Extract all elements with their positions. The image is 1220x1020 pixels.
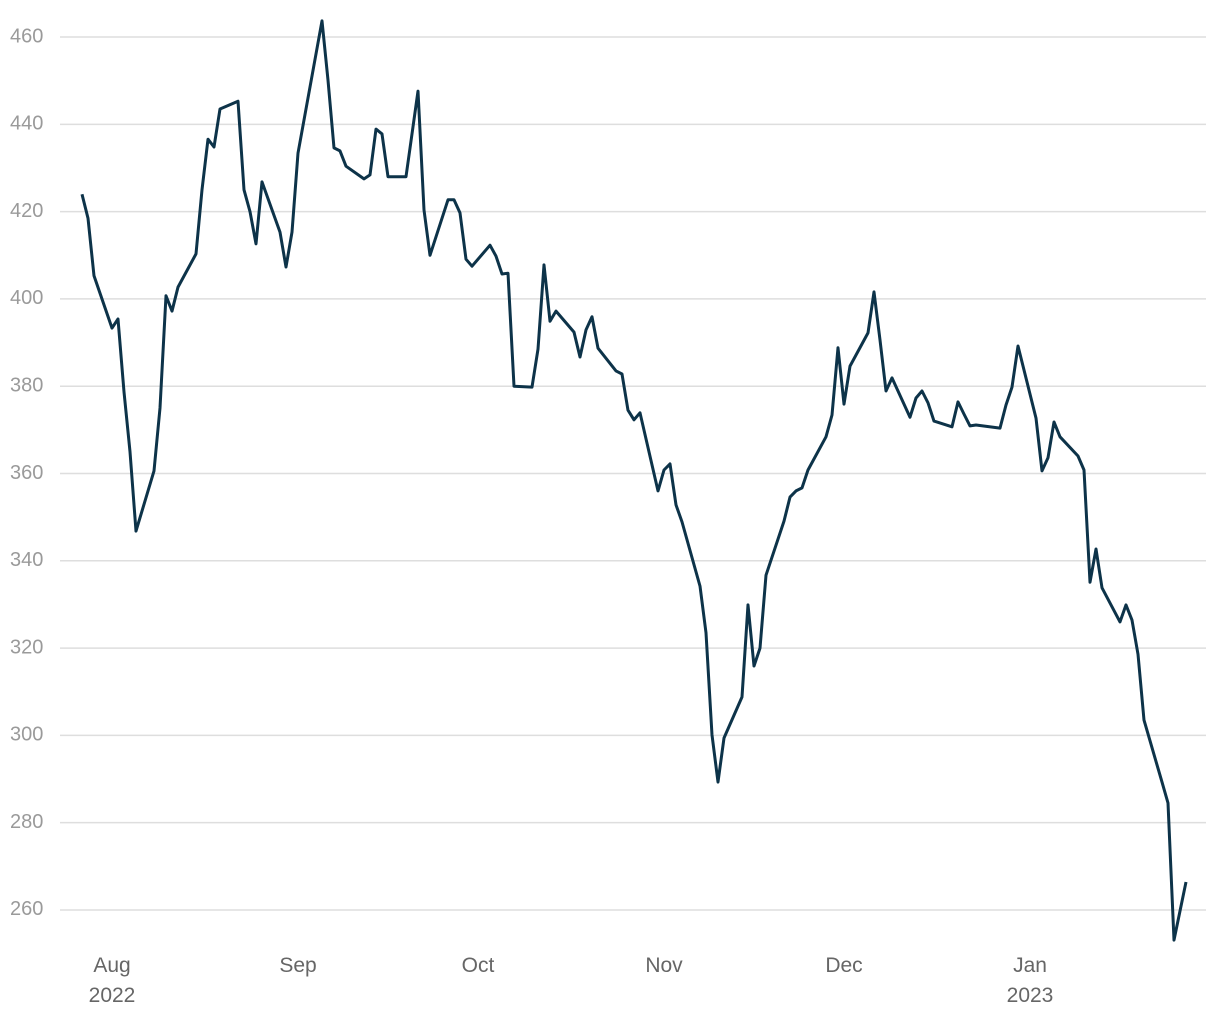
y-tick-label: 280 — [10, 811, 43, 833]
y-tick-label: 400 — [10, 287, 43, 309]
y-tick-label: 420 — [10, 200, 43, 222]
x-tick-label: Sep — [279, 954, 317, 977]
y-tick-label: 460 — [10, 25, 43, 47]
y-tick-label: 340 — [10, 549, 43, 571]
x-tick-label: Dec — [825, 954, 863, 977]
x-tick-label: Oct — [461, 954, 495, 977]
y-tick-label: 300 — [10, 724, 43, 746]
y-tick-label: 380 — [10, 374, 43, 396]
x-tick-label: Aug 2022 — [88, 954, 136, 1007]
x-tick-label: Jan 2023 — [1006, 954, 1054, 1007]
price-line — [80, 19, 1188, 942]
x-tick-label: Nov — [645, 954, 683, 977]
y-tick-label: 320 — [10, 636, 43, 658]
y-tick-label: 360 — [10, 462, 43, 484]
y-tick-label: 440 — [10, 113, 43, 135]
y-tick-label: 260 — [10, 898, 43, 920]
